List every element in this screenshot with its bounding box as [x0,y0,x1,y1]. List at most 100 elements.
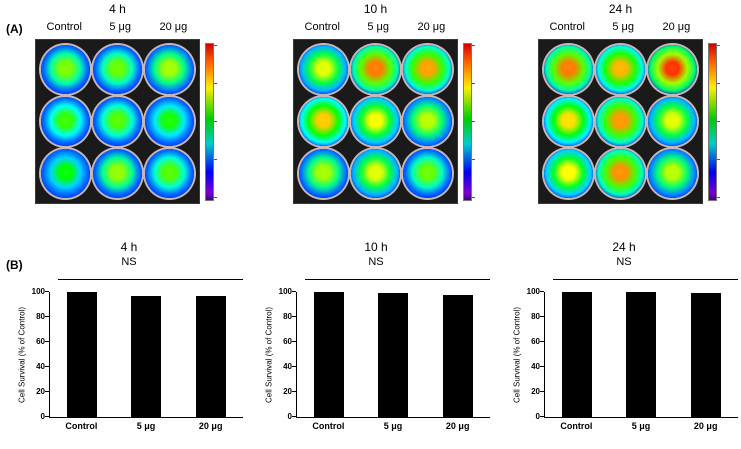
bar-slot [674,292,738,417]
x-category-label: 20 μg [445,421,470,431]
y-tick-mark [45,415,49,417]
assay-well [93,45,142,94]
y-tick-label: 60 [531,337,540,346]
y-axis-ticks: 0 20 40 60 80 100 [524,287,544,421]
panel-b-label: (B) [6,258,23,272]
bar-slot [114,292,178,417]
y-axis-label-wrap: Cell Survival (% of Control) [262,292,276,418]
plate-title: 24 h [608,2,633,16]
y-tick-label: 0 [287,412,292,421]
assay-well [596,45,645,94]
assay-well [299,45,348,94]
plate-group-4h: 4 h Control 5 μg 20 μg [35,2,217,204]
y-axis-ticks: 0 20 40 60 80 100 [276,287,296,421]
bar-chart-10h: 10 h NS Cell Survival (% of Control) 0 20… [262,240,490,431]
chart-title: 10 h [364,240,388,254]
bar-slot [361,292,425,417]
y-tick-label: 60 [36,337,45,346]
bar [131,296,162,417]
x-category-label: Control [65,421,98,431]
bar-chart-24h: 24 h NS Cell Survival (% of Control) 0 20… [510,240,738,431]
y-tick-label: 80 [283,312,292,321]
bar [378,293,409,417]
column-label-5ug: 5 μg [367,21,389,33]
y-tick-mark [540,415,544,417]
ns-annotation: NS [368,256,384,268]
y-tick-mark [45,315,49,317]
y-tick-label: 0 [40,412,45,421]
plot-area [292,279,490,418]
assay-well [93,97,142,146]
column-label-20ug: 20 μg [662,21,691,33]
well-plate-image [35,39,200,204]
x-axis-labels: Control 5 μg 20 μg [544,421,738,431]
bar [314,292,345,417]
y-tick-mark [45,340,49,342]
column-label-20ug: 20 μg [159,21,188,33]
y-tick-label: 80 [531,312,540,321]
y-tick-mark [45,290,49,292]
column-label-control: Control [304,21,340,33]
assay-well [41,149,90,198]
assay-well [145,97,194,146]
plot-area [45,279,243,418]
bar [67,292,98,417]
y-tick-label: 20 [531,387,540,396]
assay-well [648,149,697,198]
y-tick-mark [45,390,49,392]
well-plate-image [538,39,703,204]
assay-well [41,45,90,94]
assay-well [299,97,348,146]
x-category-label: Control [560,421,593,431]
y-tick-mark [292,365,296,367]
ns-annotation: NS [616,256,632,268]
plate-row [293,39,475,204]
chart-body: Cell Survival (% of Control) 0 20 40 60 80 10… [15,279,243,421]
assay-well [648,97,697,146]
y-tick-mark [540,315,544,317]
y-tick-label: 100 [526,287,540,296]
plate-row [35,39,217,204]
plate-column-labels: Control 5 μg 20 μg [293,21,458,35]
assay-well [544,45,593,94]
bar [626,292,657,417]
y-tick-label: 60 [283,337,292,346]
panel-a-label: (A) [6,22,23,36]
y-tick-mark [292,315,296,317]
chart-title: 24 h [612,240,636,254]
assay-well [403,149,452,198]
x-category-label: 20 μg [198,421,223,431]
y-tick-mark [292,390,296,392]
plate-group-24h: 24 h Control 5 μg 20 μg [538,2,720,204]
bar [562,292,593,417]
y-axis-label: Cell Survival (% of Control) [17,306,27,404]
y-tick-label: 20 [36,387,45,396]
y-tick-mark [540,390,544,392]
y-tick-mark [540,340,544,342]
bar-slot [545,292,609,417]
chart-body: Cell Survival (% of Control) 0 20 40 60 80 10… [262,279,490,421]
y-tick-label: 100 [278,287,292,296]
color-scale-bar [463,43,475,201]
plot-area [540,279,738,418]
assay-well [93,149,142,198]
ns-line [553,279,738,280]
y-axis-label: Cell Survival (% of Control) [512,306,522,404]
x-axis-labels: Control 5 μg 20 μg [49,421,243,431]
x-category-label: 5 μg [383,421,403,431]
assay-well [145,45,194,94]
chart-title: 4 h [120,240,138,254]
ns-annotation: NS [121,256,137,268]
x-category-label: 20 μg [693,421,718,431]
assay-well [403,45,452,94]
y-tick-label: 80 [36,312,45,321]
x-category-label: 5 μg [136,421,156,431]
column-label-5ug: 5 μg [109,21,131,33]
bar-slot [179,292,243,417]
bar [442,294,473,417]
bar-slot [426,292,490,417]
column-label-20ug: 20 μg [417,21,446,33]
plate-column-labels: Control 5 μg 20 μg [538,21,703,35]
y-axis-label-wrap: Cell Survival (% of Control) [15,292,29,418]
